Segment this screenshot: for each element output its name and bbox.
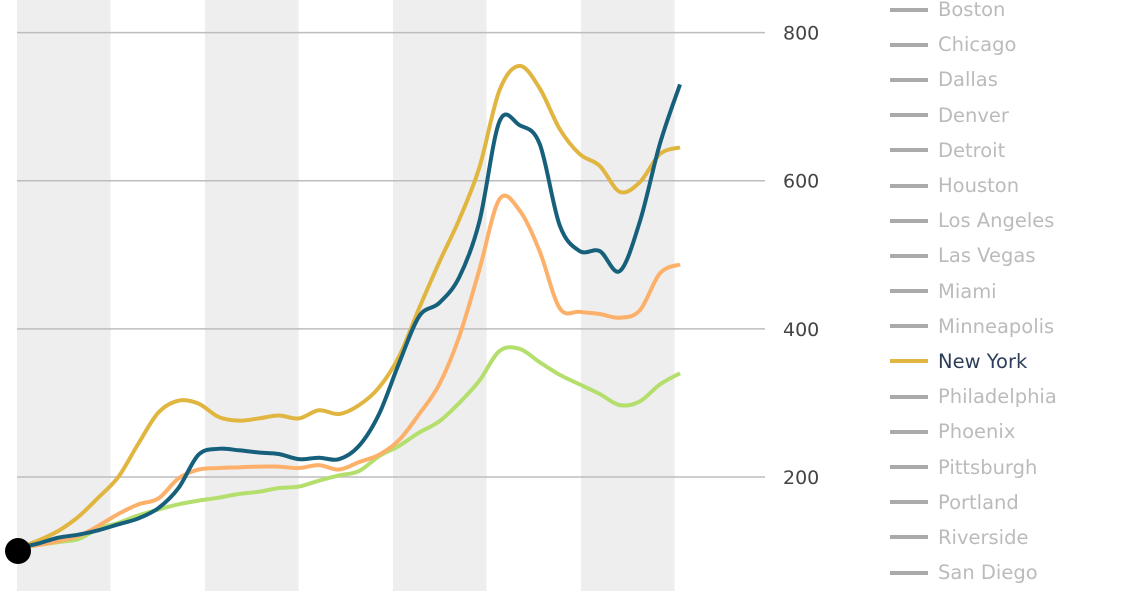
start-marker[interactable]	[5, 538, 31, 565]
legend-swatch	[890, 535, 928, 540]
legend-item-las-vegas[interactable]: Las Vegas	[890, 238, 1057, 273]
legend-item-dallas[interactable]: Dallas	[890, 62, 1057, 97]
y-axis: 200 400 600 800	[783, 23, 819, 489]
legend-label: Pittsburgh	[938, 455, 1038, 479]
legend-label: Houston	[938, 174, 1020, 198]
y-tick-label: 600	[783, 171, 819, 193]
band	[581, 0, 675, 591]
legend-label: Denver	[938, 103, 1009, 127]
series-lines	[17, 63, 682, 551]
legend-swatch	[890, 465, 928, 470]
legend-swatch	[890, 324, 928, 329]
y-tick-label: 200	[783, 467, 819, 489]
legend-swatch	[890, 218, 928, 223]
legend-swatch	[890, 253, 928, 258]
legend-item-boston[interactable]: Boston	[890, 0, 1057, 27]
y-tick-label: 800	[783, 23, 819, 45]
legend: Boston Chicago Dallas Denver Detroit Houston L…	[890, 0, 1057, 590]
background-bands	[17, 0, 675, 591]
legend-label: Dallas	[938, 68, 998, 92]
legend-label: Chicago	[938, 33, 1017, 57]
legend-swatch	[890, 42, 928, 47]
legend-item-los-angeles[interactable]: Los Angeles	[890, 203, 1057, 238]
legend-item-portland[interactable]: Portland	[890, 485, 1057, 520]
legend-swatch	[890, 289, 928, 294]
line-chart: 200 400 600 800	[5, 0, 819, 591]
legend-item-houston[interactable]: Houston	[890, 168, 1057, 203]
legend-label: New York	[938, 349, 1028, 373]
legend-item-philadelphia[interactable]: Philadelphia	[890, 379, 1057, 414]
legend-swatch	[890, 183, 928, 188]
legend-label: Minneapolis	[938, 314, 1055, 338]
legend-item-denver[interactable]: Denver	[890, 98, 1057, 133]
legend-swatch	[890, 500, 928, 505]
legend-label: Miami	[938, 279, 997, 303]
legend-label: Philadelphia	[938, 385, 1057, 409]
legend-item-phoenix[interactable]: Phoenix	[890, 414, 1057, 449]
legend-label: Phoenix	[938, 420, 1016, 444]
legend-swatch	[890, 359, 928, 364]
legend-item-detroit[interactable]: Detroit	[890, 133, 1057, 168]
y-tick-label: 400	[783, 319, 819, 341]
legend-swatch	[890, 429, 928, 434]
legend-label: Riverside	[938, 525, 1029, 549]
legend-swatch	[890, 113, 928, 118]
legend-swatch	[890, 7, 928, 12]
band	[205, 0, 299, 591]
series-line-new-york[interactable]	[17, 63, 681, 550]
legend-label: Las Vegas	[938, 244, 1036, 268]
legend-item-chicago[interactable]: Chicago	[890, 27, 1057, 62]
legend-item-pittsburgh[interactable]: Pittsburgh	[890, 449, 1057, 484]
series-line-1[interactable]	[17, 83, 682, 550]
series-line-2[interactable]	[17, 193, 681, 551]
legend-swatch	[890, 77, 928, 82]
legend-swatch	[890, 148, 928, 153]
legend-label: Los Angeles	[938, 209, 1055, 233]
legend-item-miami[interactable]: Miami	[890, 274, 1057, 309]
series-line-3[interactable]	[17, 345, 681, 551]
legend-item-minneapolis[interactable]: Minneapolis	[890, 309, 1057, 344]
legend-label: Boston	[938, 0, 1006, 22]
legend-item-new-york[interactable]: New York	[890, 344, 1057, 379]
band	[17, 0, 111, 591]
legend-item-riverside[interactable]: Riverside	[890, 520, 1057, 555]
legend-item-san-diego[interactable]: San Diego	[890, 555, 1057, 590]
legend-label: Portland	[938, 490, 1019, 514]
legend-label: Detroit	[938, 138, 1006, 162]
legend-label: San Diego	[938, 561, 1038, 585]
legend-swatch	[890, 570, 928, 575]
legend-swatch	[890, 394, 928, 399]
